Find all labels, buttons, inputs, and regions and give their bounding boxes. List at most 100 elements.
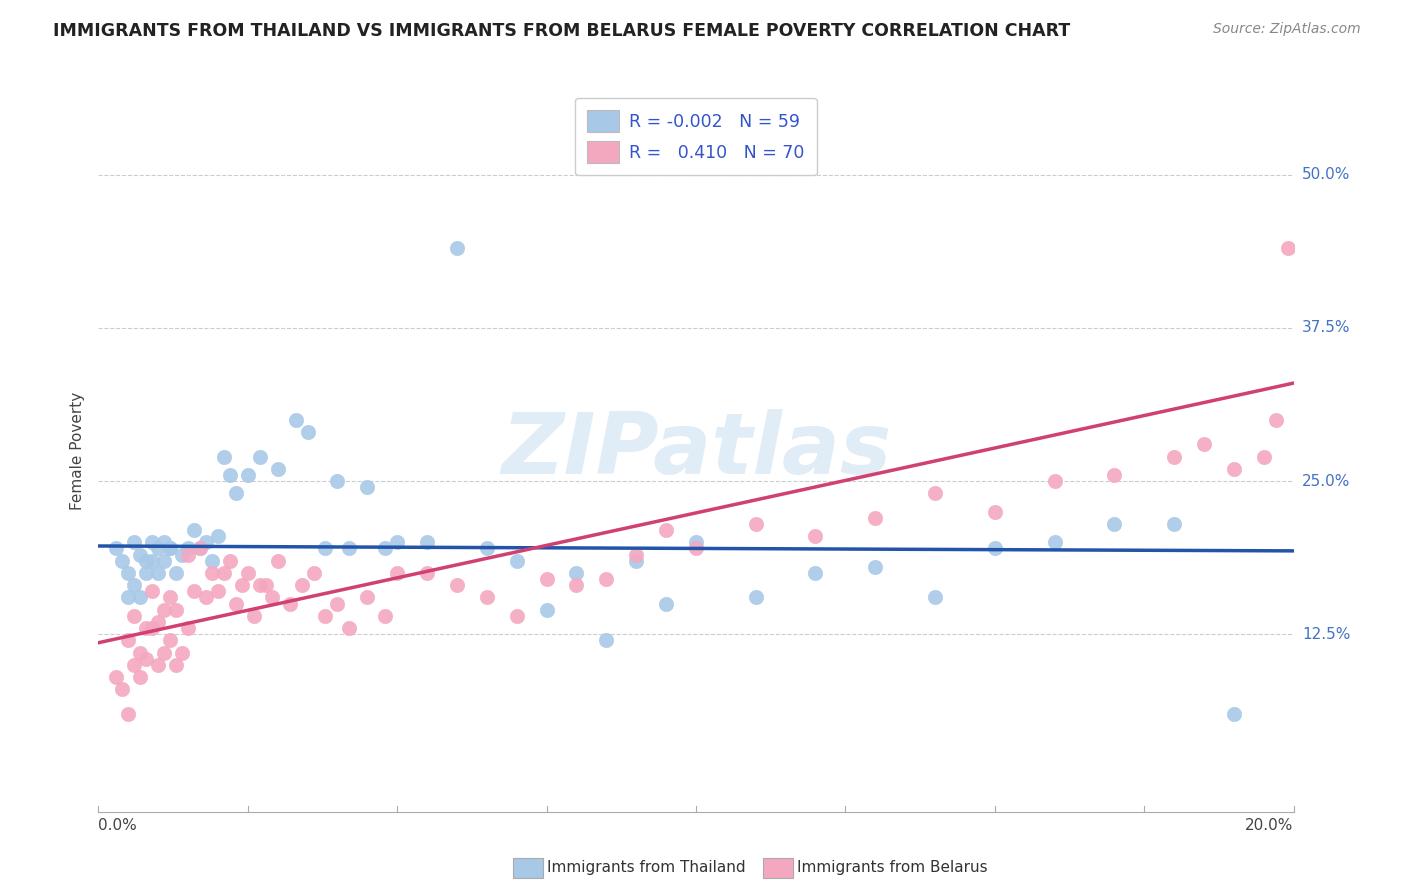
Point (446, 578, 468, 592)
Point (105, 670, 128, 684)
Point (506, 608, 529, 623)
Point (135, 554, 157, 568)
Point (141, 621, 163, 635)
Point (135, 651, 157, 665)
Point (804, 529, 827, 543)
Point (267, 462, 290, 476)
Point (165, 657, 187, 672)
Point (356, 591, 378, 605)
Text: 25.0%: 25.0% (1302, 474, 1350, 489)
Point (339, 541, 361, 556)
Point (536, 602, 558, 616)
Point (475, 591, 498, 605)
Point (291, 578, 314, 592)
Point (129, 646, 152, 660)
Point (129, 548, 152, 562)
Legend: R = -0.002   N = 59, R =   0.410   N = 70: R = -0.002 N = 59, R = 0.410 N = 70 (575, 98, 817, 176)
Point (124, 657, 146, 672)
Point (201, 566, 224, 580)
Point (1104, 467, 1126, 482)
Point (1223, 706, 1246, 721)
Point (685, 541, 707, 556)
Point (219, 554, 242, 568)
Point (177, 548, 200, 562)
Point (129, 670, 152, 684)
Point (225, 597, 247, 611)
Point (111, 554, 134, 568)
Point (195, 535, 218, 549)
Point (188, 541, 211, 556)
Point (183, 523, 205, 537)
Point (141, 554, 163, 568)
Point (195, 591, 218, 605)
Point (655, 523, 678, 537)
Point (865, 559, 887, 574)
Point (212, 450, 235, 464)
Point (254, 578, 277, 592)
Point (148, 541, 170, 556)
Point (1043, 535, 1066, 549)
Point (117, 566, 139, 580)
Point (159, 541, 181, 556)
Text: IMMIGRANTS FROM THAILAND VS IMMIGRANTS FROM BELARUS FEMALE POVERTY CORRELATION C: IMMIGRANTS FROM THAILAND VS IMMIGRANTS F… (53, 22, 1071, 40)
Point (1192, 437, 1215, 451)
Point (284, 413, 307, 427)
Point (243, 608, 266, 623)
Point (148, 657, 170, 672)
Point (141, 584, 163, 599)
Text: 20.0%: 20.0% (1246, 818, 1294, 833)
Point (536, 572, 558, 586)
Point (129, 591, 152, 605)
Point (148, 566, 170, 580)
Point (236, 467, 259, 482)
Point (804, 566, 827, 580)
Point (172, 548, 194, 562)
Point (278, 597, 301, 611)
Point (177, 621, 200, 635)
Point (1104, 516, 1126, 531)
Y-axis label: Female Poverty: Female Poverty (69, 392, 84, 509)
Point (117, 706, 139, 721)
Point (135, 566, 157, 580)
Point (201, 554, 224, 568)
Point (626, 554, 648, 568)
Point (626, 548, 648, 562)
Point (212, 566, 235, 580)
Point (685, 535, 707, 549)
Point (1163, 516, 1185, 531)
Point (326, 597, 349, 611)
Point (655, 597, 678, 611)
Point (249, 450, 271, 464)
Text: ZIPatlas: ZIPatlas (501, 409, 891, 492)
Point (124, 608, 146, 623)
Point (475, 541, 498, 556)
Point (745, 591, 768, 605)
Point (153, 554, 176, 568)
Point (416, 535, 439, 549)
Point (124, 535, 146, 549)
Point (1043, 474, 1066, 488)
Text: 37.5%: 37.5% (1302, 320, 1350, 335)
Point (416, 566, 439, 580)
Point (219, 467, 242, 482)
Point (135, 621, 157, 635)
Point (231, 578, 253, 592)
Point (924, 591, 946, 605)
Point (326, 474, 349, 488)
Point (159, 541, 181, 556)
Point (153, 602, 176, 616)
Text: Source: ZipAtlas.com: Source: ZipAtlas.com (1213, 22, 1361, 37)
Point (159, 591, 181, 605)
Point (236, 566, 259, 580)
Point (153, 646, 176, 660)
Point (302, 566, 325, 580)
Text: 0.0%: 0.0% (98, 818, 138, 833)
Point (225, 486, 247, 500)
Point (506, 554, 529, 568)
Point (153, 535, 176, 549)
Point (374, 608, 396, 623)
Point (446, 241, 468, 255)
Point (105, 541, 128, 556)
Point (1223, 462, 1246, 476)
Point (1264, 413, 1286, 427)
